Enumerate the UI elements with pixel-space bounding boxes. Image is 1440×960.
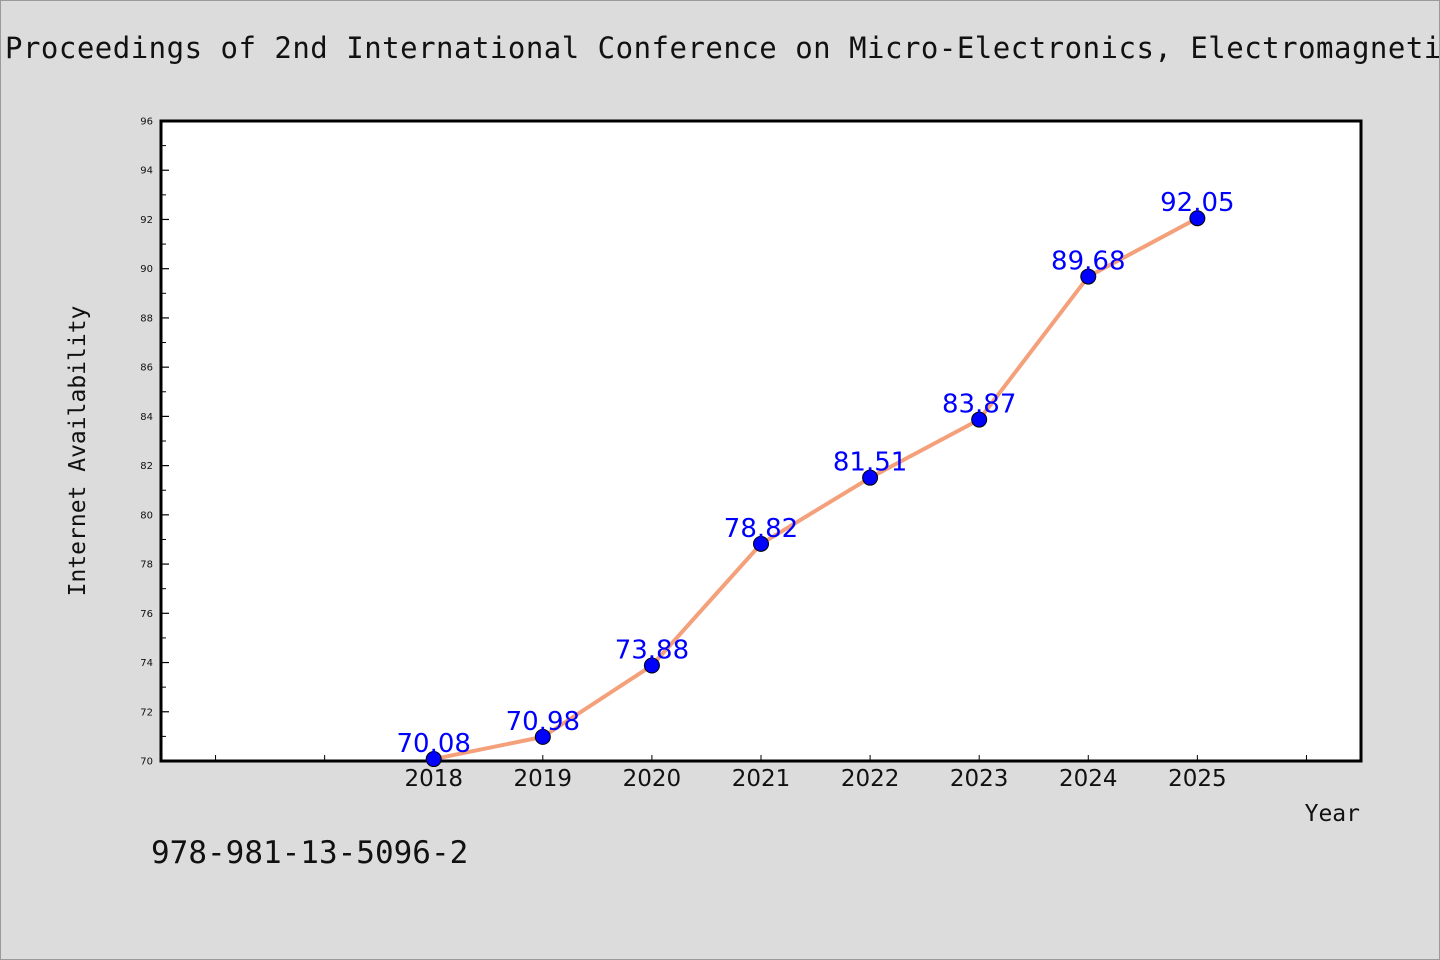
y-tick-label: 72 (140, 707, 153, 718)
data-point (862, 469, 879, 486)
y-tick-label: 78 (140, 560, 153, 571)
series-markers (425, 210, 1206, 768)
data-point (534, 728, 551, 745)
data-label: 70.98 (506, 707, 580, 737)
isbn-text: 978-981-13-5096-2 (151, 835, 469, 871)
x-tick-label: 2022 (841, 766, 900, 792)
page-title: Proceedings of 2nd International Confere… (5, 31, 1440, 65)
data-point (1189, 210, 1206, 227)
y-tick-label: 88 (140, 313, 153, 324)
x-tick-label: 2020 (623, 766, 682, 792)
series-line (433, 216, 1199, 761)
data-label: 83.87 (942, 390, 1016, 420)
x-tick-label: 2021 (732, 766, 791, 792)
data-label: 73.88 (615, 635, 689, 665)
y-tick-label: 90 (140, 264, 153, 275)
x-tick-label: 2025 (1168, 766, 1227, 792)
x-axis-title: Year (1305, 801, 1360, 827)
x-tick-label: 2019 (514, 766, 573, 792)
data-point (425, 751, 442, 768)
data-label: 81.51 (833, 448, 907, 478)
y-tick-label: 76 (140, 609, 153, 620)
x-axis: 2018 2019 2020 2021 2022 2023 2024 2025 (215, 755, 1307, 792)
y-tick-label: 86 (140, 363, 153, 374)
y-tick-label: 92 (140, 215, 153, 226)
y-axis-title: Internet Availability (65, 306, 91, 597)
y-tick-label: 80 (140, 510, 153, 521)
data-point (753, 535, 769, 552)
data-point (1080, 268, 1097, 285)
data-label: 92.05 (1160, 188, 1234, 218)
y-tick-label: 84 (140, 412, 153, 423)
y-tick-label: 70 (140, 757, 153, 768)
y-tick-label: 94 (140, 166, 153, 177)
y-axis: 70 72 74 76 78 80 82 84 86 88 90 92 94 96 (140, 117, 169, 768)
plot-area (159, 119, 1363, 763)
y-tick-label: 82 (140, 461, 153, 472)
data-label: 78.82 (724, 514, 798, 544)
data-point (643, 657, 660, 674)
data-point (971, 411, 988, 428)
data-label: 70.08 (397, 729, 471, 759)
x-tick-label: 2023 (950, 766, 1009, 792)
y-tick-label: 96 (140, 117, 153, 128)
data-labels: 70.08 70.98 73.88 78.82 81.51 83.87 89.68 92.05 (397, 188, 1235, 759)
data-label: 89.68 (1051, 247, 1125, 277)
x-tick-label: 2024 (1059, 766, 1118, 792)
y-tick-label: 74 (140, 658, 153, 669)
x-tick-label: 2018 (404, 766, 463, 792)
